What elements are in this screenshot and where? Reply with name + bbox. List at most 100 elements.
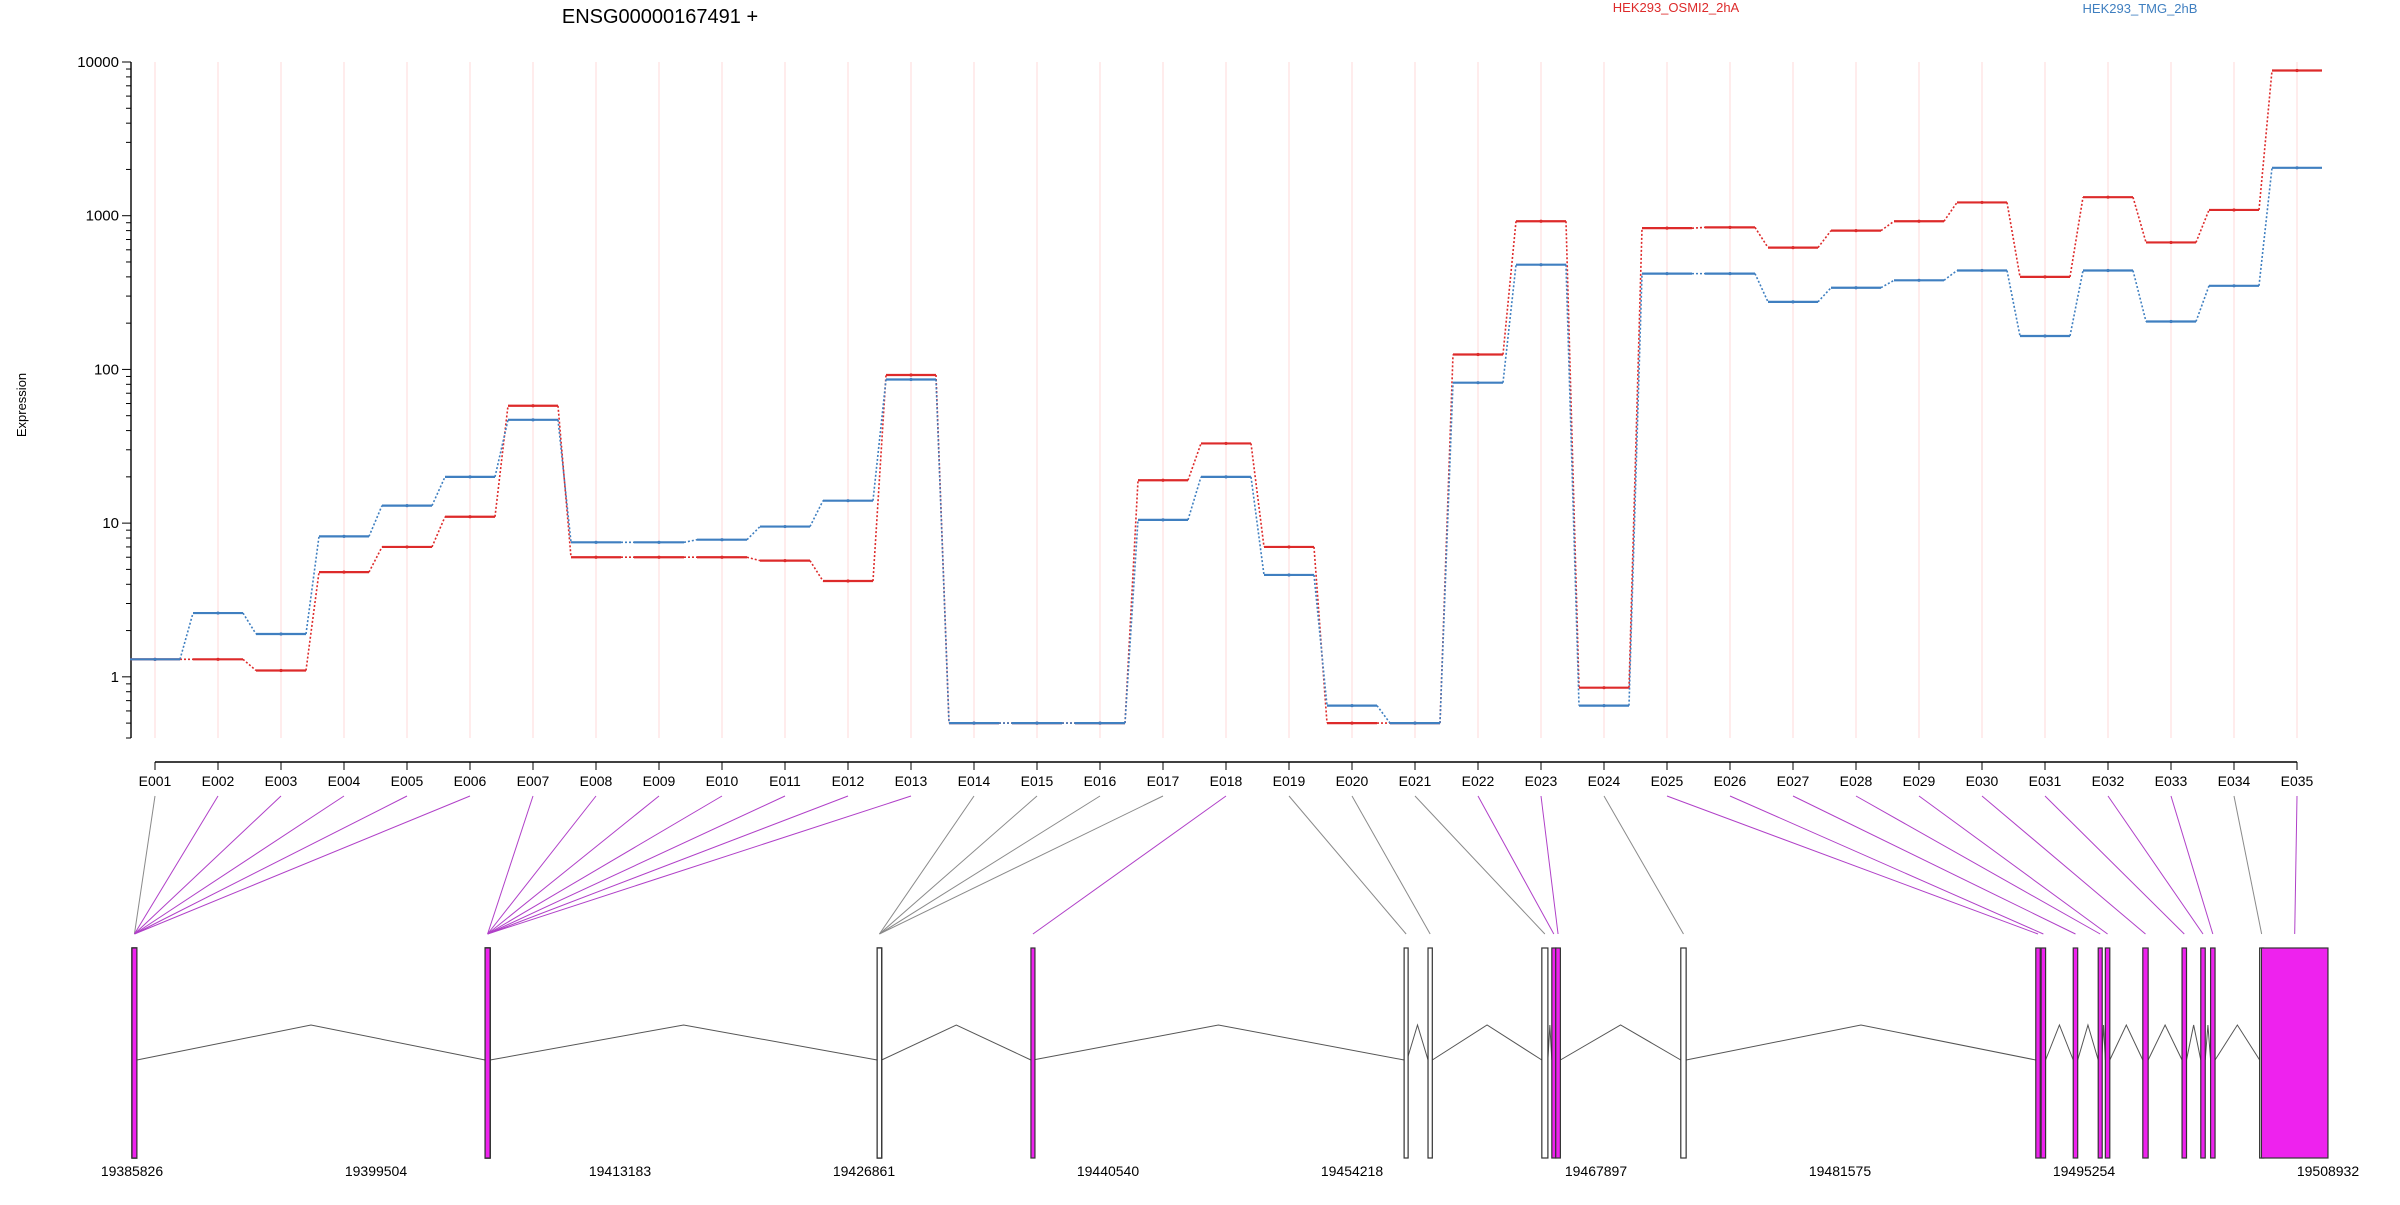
data-point [783,559,787,563]
intron-line [2077,1023,2099,1061]
exon-connector [487,795,597,935]
x-tick-label: E030 [1966,773,1999,789]
series-2 [130,166,2322,725]
x-tick-label: E003 [265,773,298,789]
x-tick-label: E027 [1777,773,1810,789]
step-link [368,546,383,573]
exon-connector [2044,795,2185,935]
genomic-coordinate-label: 19467897 [1565,1163,1628,1179]
data-point [1539,263,1543,267]
step-link [872,379,887,501]
step-link [746,556,761,562]
intron-line [1432,1024,1543,1061]
exon-box [2104,947,2111,1159]
x-tick-label: E007 [517,773,550,789]
data-point [657,555,661,559]
data-point [1224,475,1228,479]
step-link [1880,220,1895,232]
y-tick-label: 100 [94,361,119,378]
genomic-coordinate-label: 19508932 [2297,1163,2360,1179]
x-tick-label: E032 [2092,773,2125,789]
data-point [846,499,850,503]
step-link [1943,269,1958,281]
x-tick-label: E034 [2218,773,2251,789]
step-link [2132,196,2147,243]
exon-box [1403,947,1409,1159]
exon-box [876,947,883,1159]
data-point [2232,208,2236,212]
data-point [720,555,724,559]
data-point [1665,226,1669,230]
data-point [2169,319,2173,324]
x-tick-label: E031 [2029,773,2062,789]
data-point [972,721,976,725]
step-link [494,405,509,517]
exon-box [484,947,491,1159]
intron-line [1686,1024,2036,1061]
exon-box [2035,947,2041,1159]
exon-connector [1477,795,1555,935]
intron-line [881,1024,1032,1061]
x-tick-label: E021 [1399,773,1432,789]
x-tick-label: E015 [1021,773,1054,789]
step-link [431,516,446,548]
x-tick-label: E002 [202,773,235,789]
exon-connector [134,795,282,935]
step-link [1376,705,1391,724]
step-link [746,525,761,541]
exon-box [1030,947,1036,1159]
data-point [1728,225,1732,229]
data-point [1287,573,1291,577]
x-tick-label: E023 [1525,773,1558,789]
chart-title: ENSG00000167491 + [562,6,758,28]
step-link [1502,221,1517,355]
exon-connector [879,795,1038,935]
data-point [1350,703,1354,708]
exon-connector [1351,795,1431,935]
x-tick-label: E005 [391,773,424,789]
data-point [216,657,220,661]
exon-connector [1981,795,2146,935]
data-point [1350,721,1354,725]
data-point [1854,229,1858,233]
data-point [909,377,913,382]
data-point [1413,721,1417,725]
data-point [1287,545,1291,549]
exon-box [2097,947,2103,1159]
y-tick-label: 1000 [86,208,119,225]
exon-connector [133,795,156,935]
intron-line [136,1024,486,1061]
data-point [1791,300,1795,304]
x-tick-label: E028 [1840,773,1873,789]
step-link [1439,382,1454,724]
step-link [1250,443,1265,548]
step-link [1124,519,1139,724]
data-point [405,545,409,549]
x-tick-label: E016 [1084,773,1117,789]
genomic-coordinate-label: 19413183 [589,1163,652,1179]
step-link [305,536,320,635]
step-link [1817,230,1832,249]
genomic-coordinate-label: 19385826 [101,1163,164,1179]
data-point [909,373,913,377]
exon-connector [1032,795,1227,935]
x-tick-label: E014 [958,773,991,789]
x-tick-label: E004 [328,773,361,789]
genomic-coordinate-label: 19440540 [1077,1163,1140,1179]
exon-box [2181,947,2188,1159]
step-link [1250,476,1265,576]
step-link [179,612,194,660]
step-link [935,379,950,724]
x-tick-label: E024 [1588,773,1621,789]
data-point [783,524,787,529]
x-tick-label: E008 [580,773,613,789]
data-point [531,418,535,422]
intron-line [1406,1023,1429,1061]
data-point [1980,200,1984,205]
exon-connector [1414,795,1546,935]
exon-box [131,947,138,1159]
intron-line [489,1024,878,1061]
data-point [1917,278,1921,282]
